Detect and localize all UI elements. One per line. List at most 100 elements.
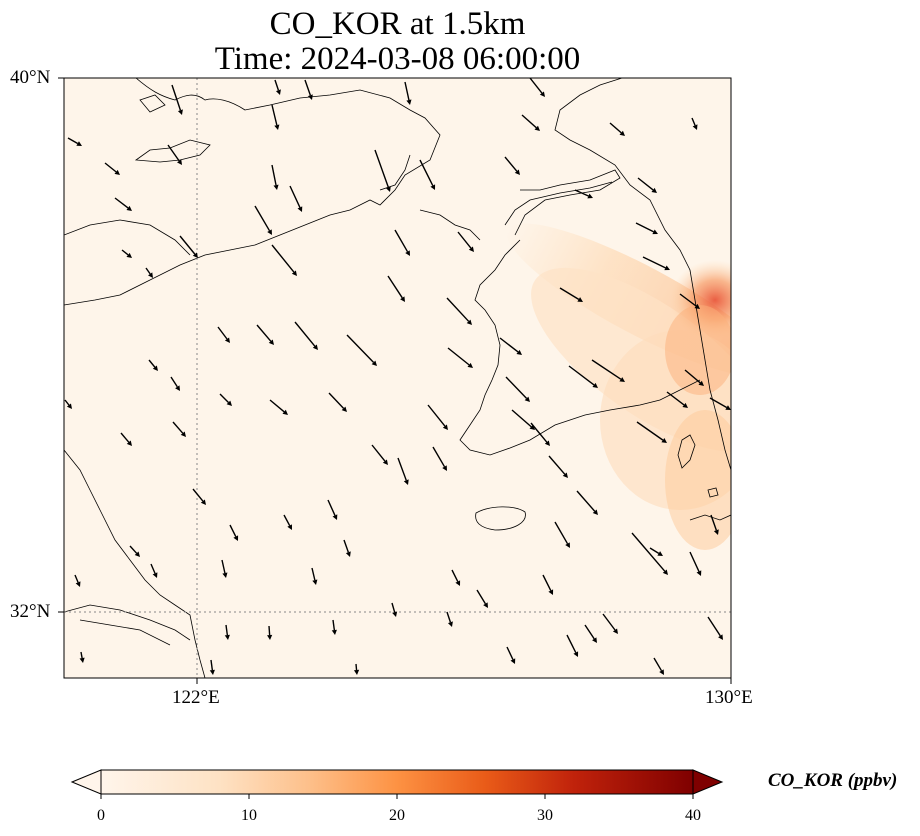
colorbar-tick-10: 10 xyxy=(241,807,257,824)
wind-arrow-shaft xyxy=(179,235,196,255)
wind-arrow-shaft xyxy=(64,399,70,406)
wind-arrow-shaft xyxy=(559,287,580,300)
lon-label-east: 130°E xyxy=(705,687,753,708)
wind-arrow-shaft xyxy=(74,574,79,583)
wind-arrow-head xyxy=(587,193,593,199)
lon-label-west: 122°E xyxy=(172,687,220,708)
wind-arrow-head xyxy=(725,405,731,410)
wind-arrow-shaft xyxy=(219,393,229,403)
wind-arrow-shaft xyxy=(311,567,316,581)
wind-arrow-head xyxy=(152,572,158,578)
wind-arrow-shaft xyxy=(707,616,721,637)
wind-arrow-shaft xyxy=(120,432,130,443)
wind-arrow-head xyxy=(353,669,360,675)
wind-arrow-shaft xyxy=(653,657,663,672)
wind-arrow-shaft xyxy=(80,651,83,659)
wind-arrow-head xyxy=(66,403,72,409)
wind-arrow-shaft xyxy=(636,421,664,441)
wind-arrow-shaft xyxy=(548,455,566,475)
wind-arrow-head xyxy=(341,406,347,412)
wind-arrow-head xyxy=(442,424,448,430)
colorbar-gradient xyxy=(100,769,694,795)
wind-arrow-shaft xyxy=(691,117,696,126)
wind-arrow-shaft xyxy=(679,293,697,307)
wind-arrow-head xyxy=(312,344,318,350)
wind-arrow-head xyxy=(539,91,545,97)
wind-arrow-head xyxy=(177,109,183,115)
wind-arrow-head xyxy=(405,250,410,256)
wind-arrow-head xyxy=(177,159,182,165)
wind-arrow-head xyxy=(126,252,132,258)
wind-arrow-head xyxy=(307,94,313,100)
wind-arrow-head xyxy=(114,169,120,175)
wind-arrow-head xyxy=(664,265,670,271)
wind-arrow-head xyxy=(544,440,550,446)
wind-arrow-shaft xyxy=(192,488,204,502)
wind-arrow-head xyxy=(192,252,198,258)
wind-arrow-shaft xyxy=(684,369,701,384)
wind-arrow-shaft xyxy=(271,104,278,126)
wind-arrow-shaft xyxy=(346,334,375,363)
wind-arrow-shaft xyxy=(129,545,138,554)
gridlines xyxy=(64,78,731,678)
wind-arrow-shaft xyxy=(332,619,336,631)
wind-arrow-head xyxy=(514,169,520,175)
wind-arrow-shaft xyxy=(328,392,345,409)
wind-arrow-shaft xyxy=(150,563,156,574)
map-frame xyxy=(63,77,732,679)
wind-arrow-head xyxy=(226,400,232,406)
colorbar-tick-0: 0 xyxy=(97,807,105,824)
wind-arrow-head xyxy=(619,130,625,136)
wind-arrow-head xyxy=(442,465,447,471)
wind-arrow-shaft xyxy=(167,144,180,162)
wind-arrow-shaft xyxy=(371,444,386,462)
wind-arrow-head xyxy=(562,472,568,478)
wind-arrow-shaft xyxy=(148,359,156,368)
wind-arrow-head xyxy=(661,438,667,443)
wind-arrow-head xyxy=(282,409,288,415)
wind-arrow-head xyxy=(382,459,388,465)
wind-arrow-head xyxy=(698,380,704,386)
wind-arrow-shaft xyxy=(609,122,622,134)
wind-arrow-head xyxy=(662,569,668,575)
wind-arrow-shaft xyxy=(271,244,295,273)
wind-arrow-head xyxy=(222,572,228,578)
wind-arrow-shaft xyxy=(145,267,151,275)
wind-arrow-head xyxy=(148,272,153,278)
wind-arrow-head xyxy=(565,542,570,548)
wind-arrow-shaft xyxy=(568,365,595,386)
wind-arrow-head xyxy=(275,89,281,95)
wind-arrow-head xyxy=(297,206,303,212)
wind-arrow-head xyxy=(516,349,522,355)
wind-arrow-shaft xyxy=(271,164,277,186)
wind-arrow-shaft xyxy=(574,189,589,197)
wind-arrow-head xyxy=(209,669,215,675)
wind-arrow-shaft xyxy=(419,159,434,186)
wind-arrow-shaft xyxy=(67,137,79,145)
wind-arrow-shaft xyxy=(254,205,271,232)
wind-arrow-head xyxy=(332,514,338,520)
wind-arrow-head xyxy=(126,205,132,211)
wind-arrow-shaft xyxy=(530,422,548,443)
wind-vectors xyxy=(64,78,731,675)
wind-arrow-head xyxy=(267,229,272,235)
wind-arrow-shaft xyxy=(121,249,129,256)
wind-arrow-head xyxy=(659,669,664,675)
wind-arrow-shaft xyxy=(229,524,237,537)
wind-arrow-head xyxy=(76,141,82,146)
wind-arrow-shaft xyxy=(283,514,291,526)
wind-arrow-shaft xyxy=(511,409,532,428)
wind-arrow-shaft xyxy=(457,231,472,249)
wind-arrow-head xyxy=(657,551,663,556)
wind-arrow-head xyxy=(455,580,461,586)
wind-arrow-head xyxy=(224,634,230,640)
wind-arrow-shaft xyxy=(304,79,312,96)
wind-arrow-head xyxy=(287,524,292,530)
wind-arrow-shaft xyxy=(269,399,285,413)
wind-arrow-head xyxy=(510,658,516,664)
wind-arrow-head xyxy=(75,581,81,587)
plot-title: CO_KOR at 1.5km xyxy=(269,6,526,42)
wind-arrow-head xyxy=(200,499,206,505)
wind-arrow-shaft xyxy=(446,297,470,322)
